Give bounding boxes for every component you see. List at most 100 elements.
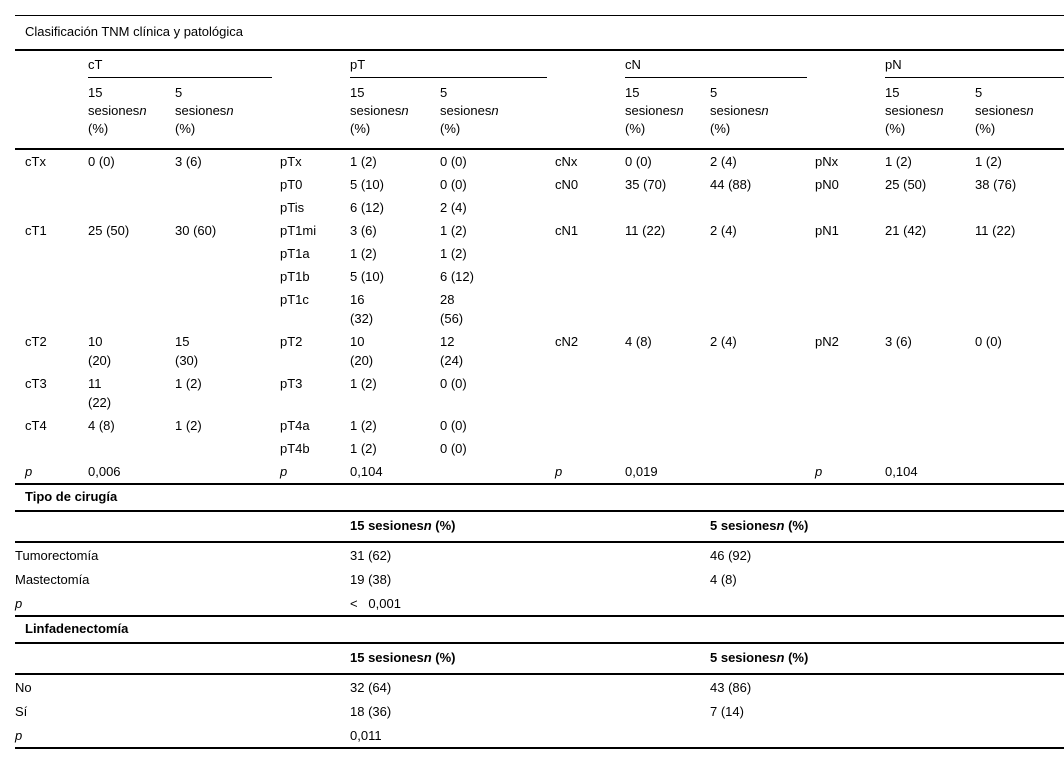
table-cell: 7 (14): [710, 703, 744, 719]
table-cell: 0 (0): [440, 441, 467, 456]
p-value-label: p: [555, 464, 563, 479]
row-label: pTis: [280, 200, 305, 215]
row-label: pT1a: [280, 246, 310, 261]
table-cell: 1 (2): [975, 154, 1002, 169]
table-row: Tumorectomía 31 (62) 46 (92): [15, 542, 1064, 567]
table-cell: 2 (4): [440, 200, 467, 215]
row-label: pN1: [815, 223, 839, 238]
row-label: cN1: [555, 223, 579, 238]
subheader-n-italic: n: [401, 103, 409, 118]
table-cell: 3 (6): [175, 154, 202, 169]
subheader-n-italic: n: [423, 518, 432, 533]
table-row: cT1 25 (50) 30 (60) pT1mi 3 (6) 1 (2) cN…: [15, 219, 1064, 242]
table-cell: [625, 196, 710, 219]
table-cell: 0 (0): [440, 177, 467, 192]
table-cell: [88, 242, 175, 265]
row-label: pT1c: [280, 292, 309, 307]
table-cell: [88, 265, 175, 288]
table-cell: 30 (60): [175, 223, 217, 238]
subheader-n-italic: n: [761, 103, 769, 118]
table-cell: [885, 196, 975, 219]
table-row: No 32 (64) 43 (86): [15, 674, 1064, 699]
row-label: [815, 437, 885, 460]
table-cell: [175, 173, 280, 196]
table-cell: [175, 437, 280, 460]
subheader-text: (%): [88, 121, 109, 136]
row-label: Mastectomía: [15, 571, 90, 587]
table-row: cTx 0 (0) 3 (6) pTx 1 (2) 0 (0) cNx 0 (0…: [15, 149, 1064, 173]
table-cell: 3 (6): [350, 223, 377, 238]
subheader-text: 15 sesiones: [350, 518, 424, 533]
row-label: pNx: [815, 154, 839, 169]
row-label: [555, 437, 625, 460]
subheader-15-sesiones: 15 sesionesn (%): [350, 644, 710, 675]
subheader-text: (%): [440, 121, 461, 136]
row-label: pT1mi: [280, 223, 317, 238]
p-value-row: p 0,011: [15, 723, 1064, 747]
row-label: pTx: [280, 154, 302, 169]
column-group-header: pT: [350, 51, 548, 78]
subheader-text: (%): [885, 121, 906, 136]
row-label: [15, 173, 88, 196]
table-cell: [710, 265, 815, 288]
row-label: [815, 288, 885, 330]
row-label: [15, 288, 88, 330]
subheader-text: (%): [431, 650, 456, 665]
subheader-cn-15: 15 sesionesn (%): [625, 78, 711, 150]
column-group-header-row: cT pT cN pN: [15, 51, 1064, 78]
table-cell: [710, 437, 815, 460]
table-cell: [710, 372, 815, 414]
table-cell: 3 (6): [885, 334, 912, 349]
subheader-text: 5 sesiones: [175, 85, 227, 118]
table-row: pTis 6 (12) 2 (4): [15, 196, 1064, 219]
table-cell: 43 (86): [710, 679, 752, 695]
table-cell: [975, 288, 1064, 330]
column-group-ct: cT: [88, 51, 280, 78]
table-cell: 25 (50): [88, 223, 130, 238]
table-cell: 11 (22): [625, 223, 666, 238]
section-title-tipo-de-cirugia: Tipo de cirugía: [15, 483, 1064, 512]
row-label: [15, 196, 88, 219]
row-label: pT1b: [280, 269, 310, 284]
p-value-cell: 0,006: [88, 464, 121, 479]
table-cell: [710, 196, 815, 219]
table-cell: [975, 414, 1064, 437]
subheader-pt-5: 5 sesionesn (%): [440, 78, 556, 150]
table-cell: 1 (2): [175, 376, 202, 391]
subheader-n-italic: n: [139, 103, 147, 118]
row-label: [815, 372, 885, 414]
table-cell: 1 (2): [440, 223, 467, 238]
subheader-n-italic: n: [491, 103, 499, 118]
row-label: [15, 437, 88, 460]
table-row: cT4 4 (8) 1 (2) pT4a 1 (2) 0 (0): [15, 414, 1064, 437]
subheader-ct-15: 15 sesionesn (%): [88, 78, 175, 150]
subheader-n-italic: n: [226, 103, 234, 118]
row-label: cN0: [555, 177, 579, 192]
table-cell: [175, 242, 280, 265]
table-cell: 0 (0): [440, 376, 467, 391]
subheader-n-italic: n: [776, 518, 785, 533]
row-label: [555, 414, 625, 437]
spacer-cell: [15, 51, 88, 78]
table-cell: 4 (8): [710, 571, 737, 587]
subheader-text: (%): [431, 518, 456, 533]
spacer-cell: [555, 78, 626, 150]
table-cell: 5 (10): [350, 177, 384, 192]
table-cell: [88, 196, 175, 219]
subheader-cn-5: 5 sesionesn (%): [710, 78, 816, 150]
subheader-n-italic: n: [776, 650, 785, 665]
subheader-text: (%): [710, 121, 731, 136]
table-cell: 46 (92): [710, 547, 752, 563]
row-label: [555, 372, 625, 414]
table-cell: 18 (36): [350, 703, 392, 719]
column-group-pt: pT: [350, 51, 555, 78]
table-cell: 10 (20): [88, 334, 112, 368]
subheader-text: (%): [784, 650, 809, 665]
row-label: pT2: [280, 334, 303, 349]
table-cell: [975, 196, 1064, 219]
subheader-text: 5 sesiones: [710, 650, 777, 665]
row-label: pT3: [280, 376, 303, 391]
row-label: pN0: [815, 177, 839, 192]
p-value-cell: 0,104: [350, 464, 383, 479]
